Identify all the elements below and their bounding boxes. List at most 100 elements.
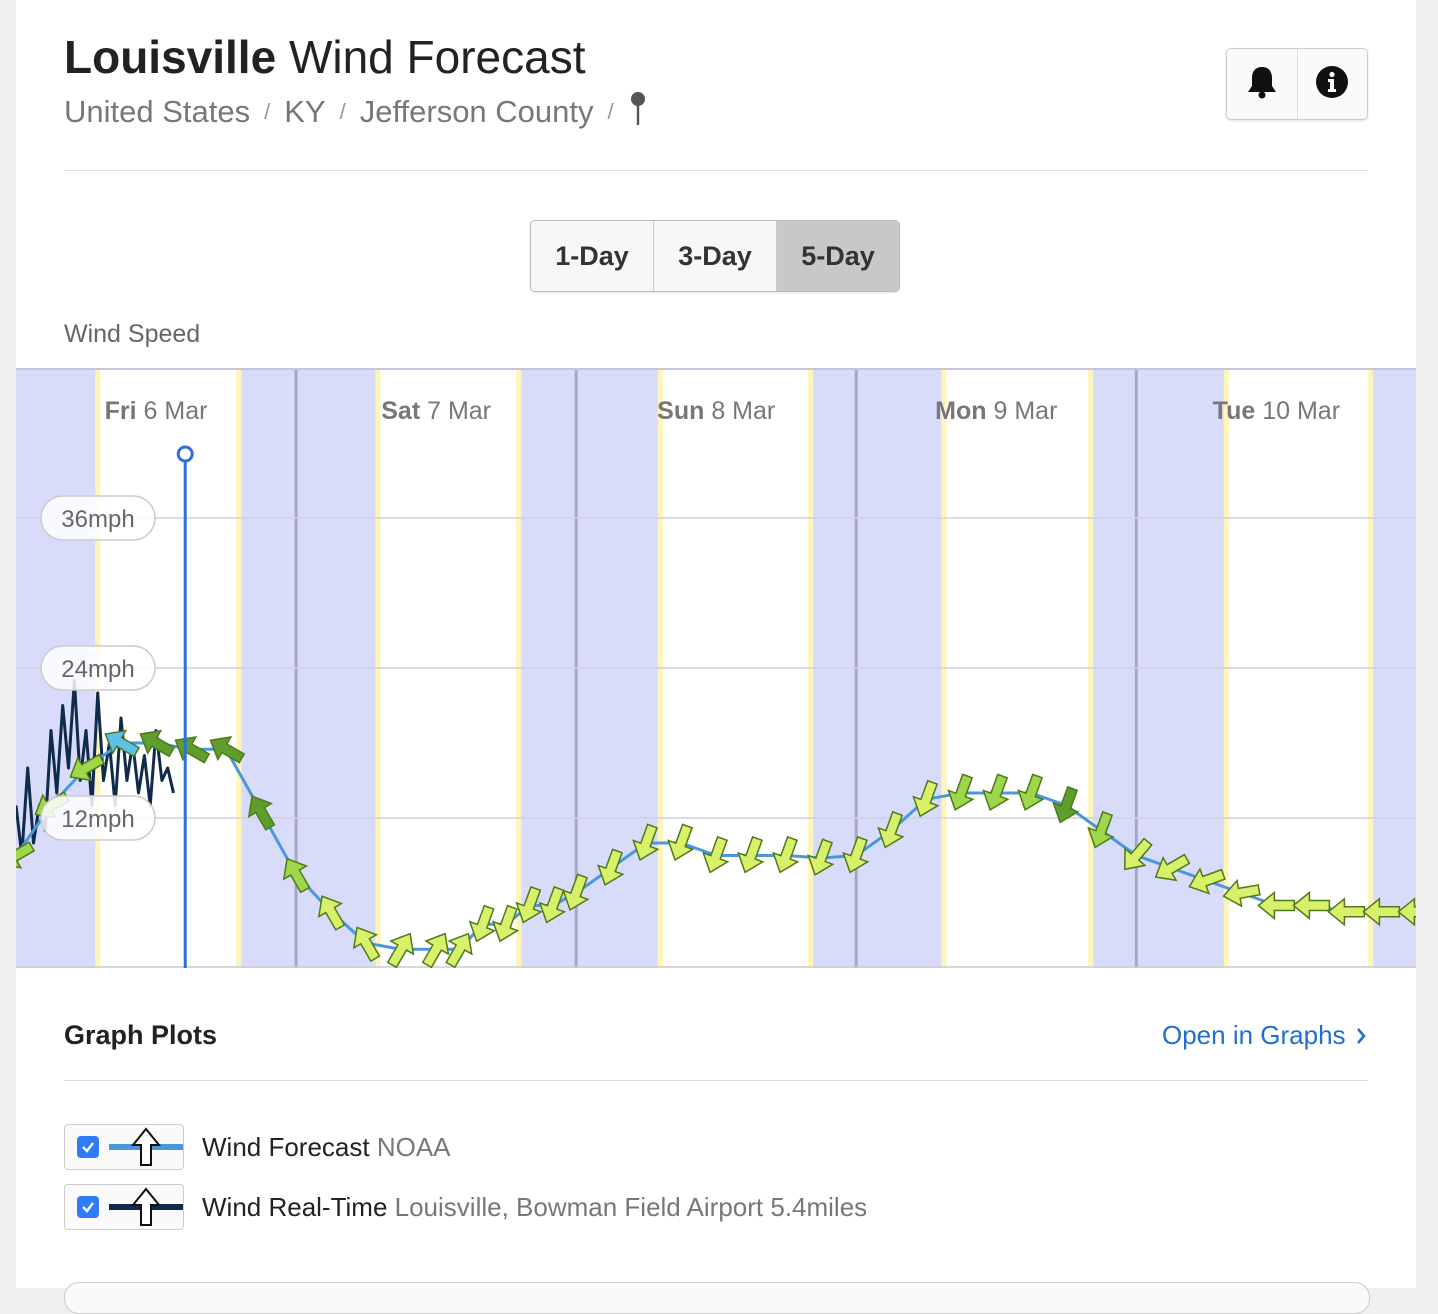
wind-direction-arrow-icon <box>947 773 975 812</box>
wind-direction-arrow-icon <box>421 932 450 968</box>
legend-item-wind-forecast: Wind Forecast NOAA <box>64 1124 451 1170</box>
arrow-shape <box>445 932 473 968</box>
day-label-date: 10 Mar <box>1262 397 1340 425</box>
graph-plots-title: Graph Plots <box>64 1020 218 1050</box>
wind-direction-arrow-icon <box>702 835 730 874</box>
wind-direction-arrow-icon <box>1017 773 1045 812</box>
wind-direction-arrow-icon <box>1292 890 1331 921</box>
wind-direction-arrow-icon <box>352 926 381 963</box>
arrow-shape <box>772 835 800 874</box>
legend-label: Wind Real-Time Louisville, Bowman Field … <box>202 1192 867 1223</box>
y-tick-label: 24mph <box>61 656 134 683</box>
arrow-shape <box>386 932 415 968</box>
breadcrumb-separator: / <box>264 99 271 124</box>
wind-direction-arrow-icon <box>597 848 625 887</box>
location-pin-icon[interactable] <box>630 92 646 129</box>
y-tick-pill <box>40 795 156 841</box>
breadcrumb: United States / KY / Jefferson County / <box>64 92 646 130</box>
header-actions <box>1226 48 1368 120</box>
realtime-line-swatch-icon <box>109 1187 183 1226</box>
wind-speed-chart[interactable]: Fri 6 Mar Sat 7 Mar Sun 8 Mar Mon 9 Mar Tue … <box>16 368 1416 968</box>
checkbox-checked-icon[interactable] <box>77 1196 99 1218</box>
wind-direction-arrow-icon <box>209 736 246 764</box>
wind-direction-arrow-icon <box>1154 853 1191 882</box>
wind-direction-arrow-icon <box>1222 878 1261 908</box>
day-label: Mon 9 Mar <box>935 397 1057 425</box>
arrow-shape <box>702 835 730 874</box>
arrow-shape <box>69 753 106 782</box>
arrow-shape <box>947 773 975 812</box>
arrow-shape <box>1017 773 1045 812</box>
tab-3-day[interactable]: 3-Day <box>653 221 776 291</box>
wind-direction-arrow-icon <box>667 823 695 862</box>
bottom-panel-edge <box>64 1282 1370 1314</box>
range-tabs: 1-Day 3-Day 5-Day <box>530 220 900 292</box>
arrow-shape <box>1188 867 1226 895</box>
arrow-shape <box>667 823 695 862</box>
breadcrumb-state[interactable]: KY <box>284 94 326 129</box>
checkbox-checked-icon[interactable] <box>77 1136 99 1158</box>
wind-direction-arrow-icon <box>842 835 870 874</box>
wind-direction-arrow-icon <box>538 885 567 924</box>
wind-direction-arrow-icon <box>69 753 106 782</box>
y-tick-pill <box>40 495 156 541</box>
arrow-shape <box>982 773 1010 812</box>
open-in-graphs-link[interactable]: Open in Graphs <box>1162 1020 1366 1051</box>
wind-direction-arrow-icon <box>445 932 473 968</box>
wind-direction-arrow-icon <box>139 729 176 758</box>
day-label-weekday: Mon <box>935 397 993 425</box>
wind-direction-arrow-icon <box>16 841 36 869</box>
info-button[interactable] <box>1296 49 1368 119</box>
arrow-shape <box>1052 785 1080 824</box>
wind-direction-arrow-icon <box>468 904 497 943</box>
legend-series-name: Wind Forecast <box>202 1131 370 1162</box>
info-icon <box>1315 65 1349 104</box>
arrow-shape <box>247 795 276 831</box>
legend-item-wind-realtime: Wind Real-Time Louisville, Bowman Field … <box>64 1184 867 1230</box>
current-time-handle <box>176 445 194 463</box>
day-label-weekday: Fri <box>105 397 144 425</box>
arrow-shape <box>877 810 905 849</box>
chart-section-label: Wind Speed <box>64 320 201 348</box>
wind-direction-arrow-icon <box>877 810 905 849</box>
y-tick-label: 12mph <box>61 806 134 833</box>
wind-direction-arrow-icon <box>1052 785 1080 824</box>
day-label-date: 7 Mar <box>427 397 491 425</box>
arrow-shape <box>515 885 543 924</box>
arrow-shape <box>842 835 870 874</box>
page-title: Louisville Wind Forecast <box>64 30 585 84</box>
wind-direction-arrow-icon <box>282 857 311 894</box>
day-label: Fri 6 Mar <box>105 397 208 425</box>
forecast-line-swatch-icon <box>109 1127 183 1166</box>
legend-toggle[interactable] <box>64 1124 184 1170</box>
wind-direction-arrow-icon <box>515 885 543 924</box>
day-label-date: 9 Mar <box>993 397 1057 425</box>
header-divider <box>64 170 1368 171</box>
day-label: Sat 7 Mar <box>381 397 491 425</box>
tab-5-day[interactable]: 5-Day <box>776 221 899 291</box>
breadcrumb-country[interactable]: United States <box>64 94 251 129</box>
arrow-shape <box>468 904 497 943</box>
legend-label: Wind Forecast NOAA <box>202 1132 451 1163</box>
open-in-graphs-label: Open in Graphs <box>1162 1020 1346 1050</box>
wind-direction-arrow-icon <box>247 795 276 831</box>
arrow-shape <box>491 904 520 943</box>
alerts-button[interactable] <box>1227 49 1297 119</box>
wind-direction-arrow-icon <box>632 823 660 862</box>
legend-toggle[interactable] <box>64 1184 184 1230</box>
wind-direction-arrow-icon <box>772 835 800 874</box>
wind-direction-arrow-icon <box>1123 837 1153 871</box>
arrow-shape <box>1087 810 1115 849</box>
breadcrumb-separator: / <box>339 99 346 124</box>
wind-direction-arrow-icon <box>1188 867 1226 895</box>
arrow-shape <box>16 841 36 869</box>
wind-direction-arrow-icon <box>912 779 940 818</box>
wind-direction-arrow-icon <box>807 838 835 877</box>
arrow-shape <box>104 729 141 758</box>
breadcrumb-county[interactable]: Jefferson County <box>359 94 594 129</box>
day-label-weekday: Sat <box>381 397 427 425</box>
plots-divider <box>64 1080 1368 1081</box>
tab-1-day[interactable]: 1-Day <box>531 221 653 291</box>
day-label-weekday: Sun <box>657 397 711 425</box>
arrow-shape <box>1222 878 1261 908</box>
